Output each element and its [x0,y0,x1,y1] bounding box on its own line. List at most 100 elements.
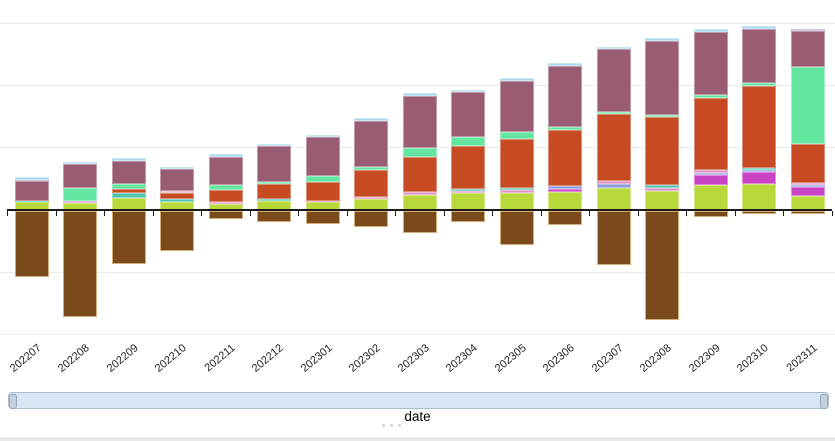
bar-segment-teal-202209[interactable] [111,193,146,198]
bar-segment-mauve-202208[interactable] [63,164,97,188]
bar-segment-periwinkle-202306[interactable] [548,186,582,189]
bar-segment-brown-202304[interactable] [451,211,485,222]
bar-segment-skyblue-202309[interactable] [693,29,728,32]
bar-segment-brown-202306[interactable] [548,211,582,225]
bar-segment-lime-202211[interactable] [208,203,243,210]
bar-segment-skyblue-202308[interactable] [645,38,679,41]
bar-segment-lime-202311[interactable] [790,196,825,210]
bar-segment-pink-202311[interactable] [790,182,825,185]
bar-segment-pink-202302[interactable] [354,196,388,199]
bar-segment-mauve-202309[interactable] [693,31,728,95]
bar-segment-periwinkle-202307[interactable] [596,184,631,188]
brush-left-handle[interactable] [8,393,17,409]
bar-segment-brown-202311[interactable] [790,211,825,214]
bar-segment-mint-202208[interactable] [63,187,97,201]
bar-segment-lime-202305[interactable] [499,192,534,210]
bar-segment-lime-202209[interactable] [111,197,146,210]
bar-segment-magenta-202311[interactable] [790,187,825,196]
bar-segment-red-202306[interactable] [548,130,582,186]
bar-segment-mint-202305[interactable] [499,131,534,139]
bar-segment-mauve-202311[interactable] [790,30,825,67]
bar-segment-mint-202211[interactable] [208,185,243,190]
bar-segment-mint-202304[interactable] [451,137,485,146]
bar-segment-pink-202309[interactable] [693,170,728,173]
bar-segment-mint-202310[interactable] [742,82,776,86]
bar-segment-mint-202307[interactable] [596,112,631,114]
bar-segment-skyblue-202302[interactable] [354,118,388,121]
bar-segment-red-202303[interactable] [402,157,437,192]
bar-segment-brown-202307[interactable] [596,211,631,265]
bar-segment-pink-202303[interactable] [402,192,437,195]
bar-segment-magenta-202306[interactable] [548,188,582,192]
bar-segment-red-202308[interactable] [645,117,679,185]
bar-segment-mauve-202302[interactable] [354,120,388,167]
bar-segment-lime-202310[interactable] [742,184,776,210]
bar-segment-brown-202208[interactable] [63,211,97,317]
bar-segment-pink-202308[interactable] [645,188,679,191]
bar-segment-teal-202304[interactable] [451,189,485,191]
bar-segment-pink-202307[interactable] [596,181,631,184]
brush-right-handle[interactable] [819,393,828,409]
bar-segment-mint-202301[interactable] [305,176,340,182]
bar-segment-mauve-202212[interactable] [257,146,291,182]
bar-segment-red-202210[interactable] [160,192,194,199]
bar-segment-mauve-202209[interactable] [111,161,146,184]
bar-segment-brown-202309[interactable] [693,211,728,217]
bar-segment-teal-202308[interactable] [645,185,679,188]
bar-segment-skyblue-202212[interactable] [257,144,291,146]
bar-segment-mint-202306[interactable] [548,126,582,130]
bar-segment-skyblue-202210[interactable] [160,166,194,169]
bar-segment-lavender-202207[interactable] [14,179,49,181]
bar-segment-lime-202309[interactable] [693,184,728,210]
bar-segment-mauve-202301[interactable] [305,137,340,176]
bar-segment-magenta-202310[interactable] [742,172,776,184]
bar-segment-red-202311[interactable] [790,144,825,183]
bar-segment-brown-202308[interactable] [645,211,679,320]
bar-segment-skyblue-202310[interactable] [742,25,776,29]
bar-segment-mauve-202306[interactable] [548,65,582,127]
bar-segment-periwinkle-202310[interactable] [742,170,776,172]
bar-segment-mint-202303[interactable] [402,148,437,157]
bar-segment-red-202307[interactable] [596,114,631,181]
bar-segment-mauve-202207[interactable] [14,180,49,201]
bar-segment-pink-202305[interactable] [499,189,534,193]
bar-segment-red-202309[interactable] [693,98,728,170]
bar-segment-brown-202210[interactable] [160,211,194,251]
bar-segment-teal-202310[interactable] [742,167,776,170]
bar-segment-skyblue-202306[interactable] [548,63,582,66]
bar-segment-red-202209[interactable] [111,188,146,193]
bar-segment-skyblue-202301[interactable] [305,134,340,137]
bar-segment-lime-202212[interactable] [257,201,291,210]
bar-segment-mauve-202305[interactable] [499,80,534,132]
bar-segment-red-202211[interactable] [208,190,243,202]
bar-segment-skyblue-202303[interactable] [402,93,437,96]
bar-segment-mint-202212[interactable] [257,182,291,184]
bar-segment-mauve-202310[interactable] [742,29,776,83]
bar-segment-pink-202208[interactable] [63,200,97,203]
bar-segment-salmon-202210[interactable] [160,190,194,193]
bar-segment-skyblue-202211[interactable] [208,154,243,157]
bar-segment-skyblue-202208[interactable] [63,161,97,164]
bar-segment-skyblue-202304[interactable] [451,89,485,92]
bar-segment-skyblue-202207[interactable] [14,176,49,180]
bar-segment-lime-202208[interactable] [63,203,97,210]
bar-segment-lime-202308[interactable] [645,191,679,210]
bar-segment-skyblue-202305[interactable] [499,78,534,81]
bar-segment-mauve-202304[interactable] [451,92,485,137]
bar-segment-mauve-202303[interactable] [402,95,437,148]
bar-segment-mint-202209[interactable] [111,184,146,189]
bar-segment-lavender-202311[interactable] [790,28,825,31]
bar-segment-red-202301[interactable] [305,182,340,201]
bar-segment-lime-202210[interactable] [160,201,194,210]
bar-segment-brown-202303[interactable] [402,211,437,233]
bar-segment-mint-202308[interactable] [645,114,679,117]
bar-segment-red-202305[interactable] [499,138,534,188]
bar-segment-mint-202302[interactable] [354,167,388,170]
bar-segment-red-202302[interactable] [354,170,388,197]
bar-segment-mauve-202210[interactable] [160,169,194,191]
bar-segment-brown-202310[interactable] [742,211,776,214]
bar-segment-lime-202307[interactable] [596,188,631,210]
bar-segment-mauve-202211[interactable] [208,156,243,185]
bar-segment-skyblue-202307[interactable] [596,47,631,49]
bar-segment-pink-202304[interactable] [451,191,485,193]
